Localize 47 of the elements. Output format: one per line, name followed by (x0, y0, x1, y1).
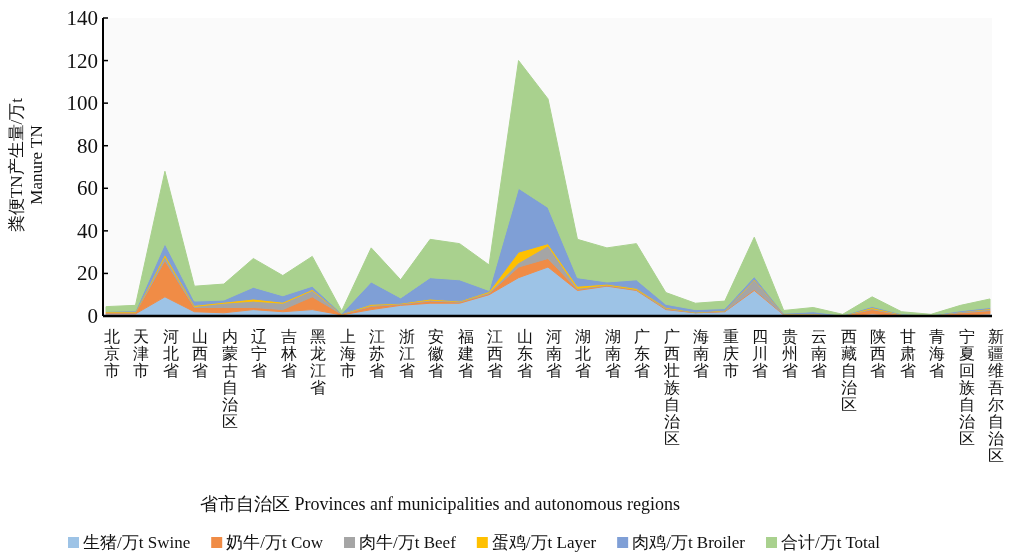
y-tick-label: 120 (66, 48, 98, 73)
legend-label: 蛋鸡/万t Layer (491, 533, 597, 552)
x-tick-label: 宁夏回族自治区 (958, 328, 975, 447)
x-tick-label: 浙江省 (398, 328, 415, 379)
y-tick-label: 140 (66, 6, 98, 30)
x-tick-label: 海南省 (693, 328, 710, 379)
x-tick-label: 山西省 (192, 328, 209, 379)
y-tick-label: 80 (77, 133, 98, 158)
legend-label: 生猪/万t Swine (83, 533, 191, 552)
x-tick-label: 江西省 (487, 328, 504, 379)
y-tick-label: 0 (87, 304, 98, 328)
x-tick-label: 西藏自治区 (840, 328, 857, 413)
x-tick-label: 河北省 (162, 328, 179, 379)
legend-label: 肉鸡/万t Broiler (632, 533, 746, 552)
legend-label: 合计/万t Total (781, 533, 881, 552)
x-tick-label: 黑龙江省 (310, 328, 327, 396)
x-tick-label: 重庆市 (722, 328, 739, 379)
x-tick-label: 安徽省 (428, 328, 445, 379)
x-tick-label: 广东省 (634, 328, 651, 379)
x-tick-label: 山东省 (516, 328, 533, 379)
legend-label: 肉牛/万t Beef (359, 533, 457, 552)
x-tick-label: 吉林省 (279, 328, 297, 379)
x-tick-label: 湖南省 (604, 328, 621, 379)
y-tick-label: 100 (66, 91, 98, 116)
x-tick-label: 青海省 (929, 328, 946, 379)
x-tick-label: 陕西省 (870, 328, 887, 379)
y-tick-label: 40 (77, 218, 98, 243)
x-tick-label: 湖北省 (575, 328, 592, 379)
x-tick-label: 甘肃省 (899, 328, 916, 379)
y-tick-label: 20 (77, 261, 98, 286)
x-tick-label: 内蒙古自治区 (221, 328, 238, 430)
x-tick-label: 云南省 (811, 328, 828, 379)
x-tick-label: 辽宁省 (251, 328, 268, 379)
x-axis-title: 省市自治区 Provinces anf municipalities and autonomous regions (200, 494, 680, 514)
y-tick-label: 60 (77, 176, 98, 201)
x-tick-label: 北京市 (104, 328, 120, 379)
x-tick-label: 贵州省 (781, 328, 798, 379)
x-tick-label: 江苏省 (369, 328, 386, 379)
x-tick-label: 河南省 (546, 328, 562, 379)
x-tick-label: 新疆维吾尔自治区 (988, 328, 1004, 464)
x-tick-label: 上海市 (339, 328, 356, 379)
x-tick-label: 福建省 (456, 328, 474, 379)
x-tick-label: 天津市 (133, 328, 150, 379)
x-tick-label: 广西壮族自治区 (662, 328, 680, 447)
x-tick-label: 四川省 (752, 328, 769, 379)
y-axis-title: 粪便TN产生量/万t Manure TN (7, 97, 46, 233)
legend-label: 奶牛/万t Cow (226, 533, 324, 552)
